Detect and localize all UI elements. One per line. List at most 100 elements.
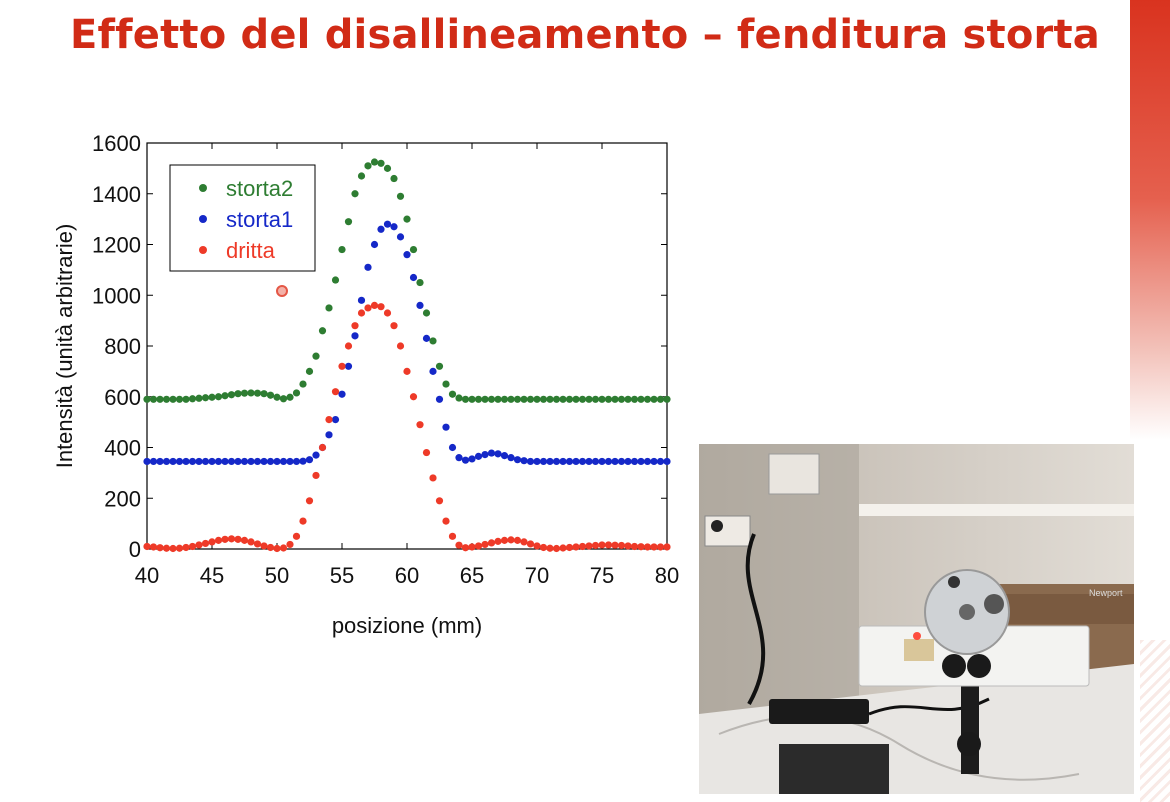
data-point-storta2 [182,395,190,403]
data-point-dritta [266,543,275,552]
data-point-storta1 [585,457,593,466]
data-point-storta1 [305,456,314,464]
accent-bar [1130,0,1170,440]
data-point-storta1 [461,456,470,464]
legend-label-storta2: storta2 [226,176,293,201]
data-point-storta2 [409,245,418,254]
data-point-storta2 [338,245,346,254]
data-point-storta2 [175,395,184,403]
data-point-storta2 [643,395,652,403]
data-point-dritta [559,544,567,552]
data-point-dritta [656,543,665,551]
data-point-dritta [422,448,431,457]
data-point-dritta [260,542,268,550]
x-tick-label: 65 [460,563,484,588]
data-point-dritta [227,535,236,543]
data-point-storta2 [624,395,632,403]
data-point-storta2 [221,392,229,400]
data-point-storta1 [487,449,496,457]
data-point-storta2 [663,395,671,403]
data-point-storta2 [591,395,600,403]
data-point-storta1 [195,457,203,466]
legend-marker-storta1 [199,215,207,223]
data-point-storta2 [344,218,353,226]
data-point-storta1 [650,457,658,466]
data-point-storta2 [546,395,554,403]
data-point-storta1 [474,452,483,460]
data-point-storta2 [240,389,249,397]
legend-box [169,164,316,272]
data-point-storta1 [559,457,567,466]
data-point-dritta [546,544,554,552]
legend-label-dritta: dritta [226,238,276,263]
data-point-storta1 [429,367,437,375]
data-point-dritta [214,536,223,544]
data-point-storta2 [253,389,262,397]
data-point-storta1 [279,457,288,466]
data-point-storta1 [273,457,281,466]
x-tick-label: 40 [135,563,159,588]
data-point-storta1 [175,457,184,466]
y-tick-label: 600 [104,385,141,410]
data-point-storta2 [286,393,294,401]
data-point-storta1 [143,457,151,466]
data-point-dritta [188,542,197,551]
y-tick-label: 0 [129,537,141,562]
data-point-dritta [331,388,340,396]
data-point-dritta [643,543,652,551]
data-point-dritta [325,415,333,424]
data-point-storta2 [169,395,177,403]
data-point-dritta [279,544,288,552]
y-axis-label: Intensità (unità arbitrarie) [52,224,77,469]
data-point-dritta [370,301,379,309]
data-point-storta2 [396,192,405,200]
data-point-storta2 [598,395,606,403]
data-point-dritta [299,517,307,525]
x-tick-label: 80 [655,563,679,588]
y-tick-label: 1000 [92,283,141,308]
data-point-dritta [357,309,366,317]
data-point-storta2 [273,393,281,401]
data-point-storta1 [286,457,294,466]
data-point-storta2 [461,395,470,403]
watermark-logo [1140,640,1170,802]
data-point-storta1 [533,457,541,466]
legend-label-storta1: storta1 [226,207,293,232]
data-point-storta1 [292,457,301,466]
data-point-storta2 [442,380,450,388]
data-point-dritta [338,362,346,370]
data-point-dritta [520,538,528,546]
y-tick-label: 1400 [92,182,141,207]
data-point-storta2 [533,395,541,403]
data-point-storta1 [455,454,463,462]
data-point-dritta [143,542,151,551]
data-point-storta2 [565,395,574,403]
data-point-dritta [292,532,301,540]
data-points [143,158,671,553]
data-point-dritta [500,536,509,544]
data-point-dritta [448,532,457,540]
data-point-storta1 [624,457,632,466]
data-point-storta2 [474,395,483,403]
data-point-storta2 [201,394,210,402]
data-point-storta1 [598,457,606,466]
data-point-storta2 [227,391,236,399]
data-point-storta2 [611,395,619,403]
data-point-storta2 [494,395,502,403]
data-point-storta2 [572,395,580,403]
data-point-storta2 [162,395,171,403]
data-point-storta2 [234,390,242,398]
data-point-storta2 [266,391,275,399]
x-axis-label: posizione (mm) [332,613,482,638]
data-point-storta1 [214,457,223,466]
data-point-dritta [182,543,190,552]
data-point-dritta [208,538,216,546]
data-point-dritta [377,303,385,311]
data-point-dritta [305,497,314,505]
data-point-dritta [494,537,502,545]
data-point-storta1 [208,457,216,466]
data-point-storta2 [637,395,645,403]
series-dritta [143,301,671,553]
data-point-storta2 [149,395,158,403]
data-point-storta2 [448,390,457,398]
